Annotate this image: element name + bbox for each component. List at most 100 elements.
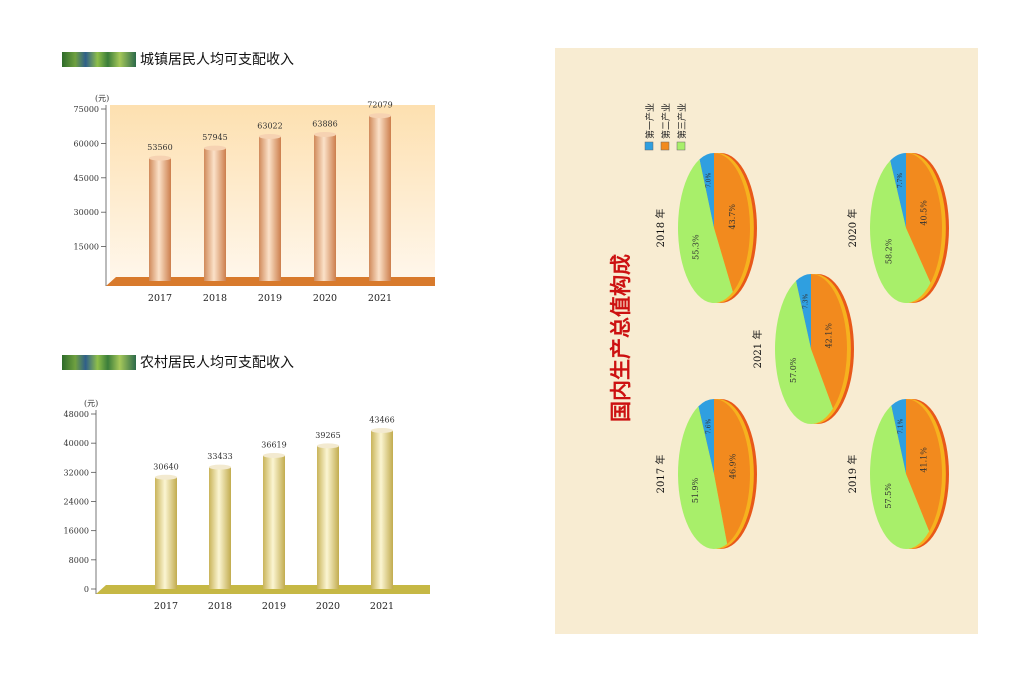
bar-value-label: 63886 — [312, 119, 337, 128]
legend-swatch — [644, 141, 654, 151]
pie-slice-label: 7.7% — [897, 173, 904, 189]
pie-chart: 7.6% 46.9% 51.9% 2017 年 — [654, 399, 757, 549]
bar — [155, 477, 177, 589]
pie-slice-label: 7.0% — [706, 172, 713, 188]
pie-slice-label: 58.2% — [885, 238, 894, 264]
pie-year-label: 2019 年 — [846, 455, 859, 494]
bar-value-label: 36619 — [261, 440, 286, 449]
bar — [259, 136, 281, 281]
pie-year-label: 2017 年 — [654, 455, 667, 494]
legend-label: 第一产业 — [644, 103, 656, 139]
urban-chart-title: 城镇居民人均可支配收入 — [140, 52, 294, 68]
pie-chart: 7.1% 41.1% 57.5% 2019 年 — [846, 399, 949, 549]
pie-slice — [699, 153, 714, 228]
bar-top — [317, 443, 339, 449]
rural-income-bar-chart: (元) 0 8000 16000 24000 32000 40000 48000 30640 20… — [64, 399, 430, 612]
y-tick-label: 24000 — [64, 498, 89, 507]
pie-slice — [870, 160, 931, 303]
pie-slice — [775, 280, 833, 424]
bar-top — [263, 452, 285, 458]
y-tick-label: 8000 — [69, 556, 89, 565]
x-tick-label: 2019 — [262, 601, 286, 612]
header-landscape-image — [62, 354, 136, 370]
bar-value-label: 33433 — [207, 452, 232, 461]
pie-slice-label: 55.3% — [691, 234, 700, 260]
bar-top — [204, 145, 226, 151]
rural-chart-title: 农村居民人均可支配收入 — [140, 355, 294, 371]
bar — [371, 430, 393, 589]
pie-slice — [870, 405, 930, 549]
pie-year-label: 2020 年 — [846, 209, 859, 248]
pie-slice-label: 7.1% — [898, 418, 905, 434]
chart-floor — [106, 277, 435, 286]
bar — [314, 134, 336, 281]
x-tick-label: 2017 — [154, 601, 178, 612]
pie-chart: 7.0% 43.7% 55.3% 2018 年 — [654, 153, 757, 303]
bar-top — [209, 464, 231, 470]
bar — [204, 148, 226, 281]
pie-slice-label: 57.5% — [884, 483, 893, 509]
bar — [149, 158, 171, 281]
pie-slice-label: 41.1% — [920, 447, 929, 473]
pie-slice-label: 46.9% — [728, 453, 737, 479]
y-tick-label: 75000 — [74, 105, 99, 114]
pie-slice-label: 42.1% — [825, 323, 834, 349]
urban-income-bar-chart: (元) 15000 30000 45000 60000 75000 53560 2017 579… — [74, 94, 435, 304]
pie-slice-label: 7.3% — [802, 293, 809, 309]
pie-slice — [811, 274, 847, 409]
x-tick-label: 2018 — [203, 293, 227, 304]
header-landscape-image — [62, 51, 136, 67]
pie-slice — [678, 406, 728, 549]
y-tick-label: 32000 — [64, 468, 89, 477]
bar-value-label: 63022 — [257, 121, 282, 130]
pie-slice — [890, 153, 906, 228]
pie-year-label: 2021 年 — [751, 330, 764, 369]
bar-top — [314, 131, 336, 137]
y-axis-unit: (元) — [95, 94, 109, 103]
x-tick-label: 2017 — [148, 293, 172, 304]
bar-value-label: 53560 — [147, 143, 172, 152]
y-tick-label: 15000 — [74, 243, 99, 252]
y-tick-label: 16000 — [64, 527, 89, 536]
pie-slice-label: 40.5% — [919, 200, 928, 226]
x-tick-label: 2021 — [368, 293, 392, 304]
legend-label: 第三产业 — [676, 103, 688, 139]
bar-top — [155, 474, 177, 480]
pie-slice-label: 57.0% — [789, 357, 798, 383]
pie-slice — [795, 274, 811, 349]
pie-slice — [891, 399, 906, 474]
bar-top — [371, 428, 393, 434]
pie-year-label: 2018 年 — [654, 209, 667, 248]
pie-slice — [678, 159, 733, 303]
bar-top — [369, 113, 391, 119]
gdp-pie-charts: 国内生产总值构成 第一产业 第二产业 第三产业 7.6% 46.9% 51.9% 2017 年… — [608, 103, 949, 549]
rural-chart-header: 农村居民人均可支配收入 — [62, 352, 294, 372]
y-tick-label: 40000 — [64, 439, 89, 448]
bar-top — [149, 155, 171, 161]
pie-slice-label: 7.6% — [705, 419, 712, 435]
bar-value-label: 30640 — [153, 462, 178, 471]
urban-chart-header: 城镇居民人均可支配收入 — [62, 49, 294, 69]
y-tick-label: 48000 — [64, 410, 89, 419]
bar-value-label: 72079 — [367, 101, 392, 110]
x-tick-label: 2019 — [258, 293, 282, 304]
legend-swatch — [660, 141, 670, 151]
pie-slice-label: 43.7% — [728, 204, 737, 230]
gdp-legend: 第一产业 第二产业 第三产业 — [644, 103, 688, 151]
bar-value-label: 57945 — [202, 133, 227, 142]
y-tick-label: 30000 — [74, 208, 99, 217]
y-tick-label: 0 — [84, 585, 89, 594]
pie-slice — [714, 399, 750, 544]
y-axis-unit: (元) — [84, 399, 98, 408]
legend-label: 第二产业 — [660, 103, 672, 139]
legend-swatch — [676, 141, 686, 151]
y-tick-label: 60000 — [74, 139, 99, 148]
pie-chart: 7.7% 40.5% 58.2% 2020 年 — [846, 153, 949, 303]
chart-floor — [96, 585, 430, 594]
bar-value-label: 39265 — [315, 431, 340, 440]
gdp-composition-panel: 国内生产总值构成 第一产业 第二产业 第三产业 7.6% 46.9% 51.9% 2017 年… — [555, 48, 978, 634]
bar — [317, 445, 339, 589]
bar-top — [259, 133, 281, 139]
gdp-title: 国内生产总值构成 — [608, 254, 633, 422]
x-tick-label: 2018 — [208, 601, 232, 612]
